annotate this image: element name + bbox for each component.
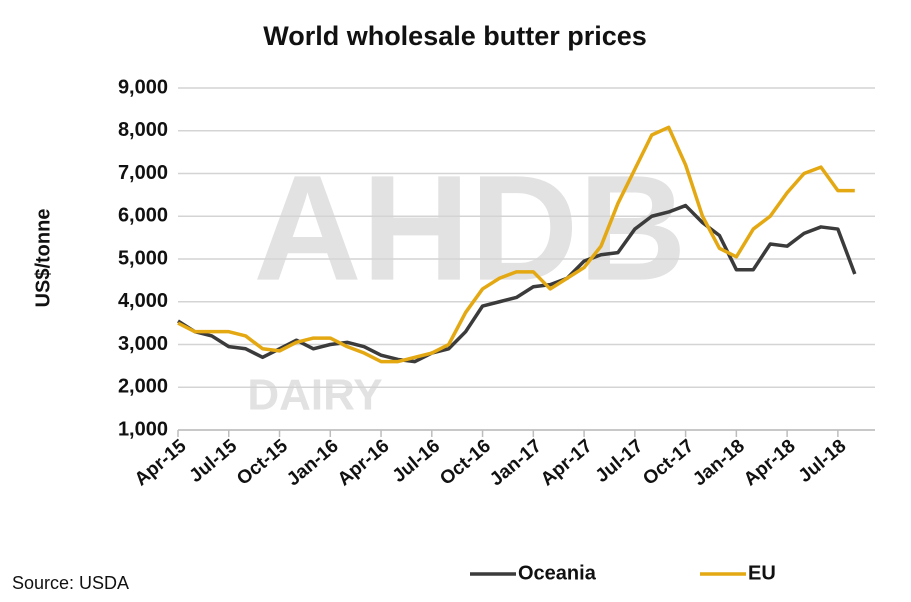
y-tick-label: 2,000 (118, 376, 168, 398)
x-tick-label: Apr-18 (740, 436, 800, 491)
y-axis-label: US$/tonne (32, 209, 54, 308)
chart-title: World wholesale butter prices (263, 21, 647, 51)
x-tick-label: Oct-17 (639, 436, 698, 490)
source: Source: USDA (12, 573, 129, 593)
y-tick-label: 9,000 (118, 76, 168, 98)
x-tick-label: Apr-15 (131, 435, 191, 490)
x-tick-label: Jul-15 (186, 435, 242, 487)
x-tick-label: Jul-17 (592, 436, 648, 487)
y-tick-label: 5,000 (118, 247, 168, 269)
x-tick-label: Jul-16 (389, 436, 445, 487)
y-tick-label: 3,000 (118, 333, 168, 355)
x-tick-label: Jan-16 (283, 436, 343, 491)
line-series (177, 203, 857, 364)
x-tick-label: Jan-18 (689, 436, 749, 491)
y-tick-label: 7,000 (118, 162, 168, 184)
y-tick-label: 6,000 (118, 205, 168, 227)
y-tick-label: 8,000 (118, 119, 168, 141)
x-tick-label: Apr-17 (537, 436, 597, 491)
y-tick-label: 1,000 (118, 418, 168, 440)
line-series (177, 125, 855, 364)
x-tick-label: Jan-17 (486, 436, 546, 491)
watermark: AHDB (253, 144, 686, 312)
legend-label: Oceania (518, 562, 597, 584)
x-tick-label: Jul-18 (795, 436, 851, 487)
x-tick-label: Oct-16 (436, 436, 495, 490)
x-tick-label: Oct-15 (233, 435, 292, 489)
y-tick-label: 4,000 (118, 290, 168, 312)
legend-label: EU (748, 562, 776, 584)
x-tick-label: Apr-16 (334, 436, 394, 491)
watermark: DAIRY (247, 371, 382, 420)
